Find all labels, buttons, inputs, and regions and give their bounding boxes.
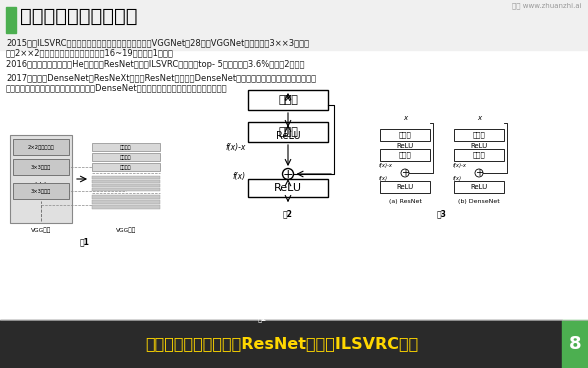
Text: f(x)-x: f(x)-x <box>226 143 246 152</box>
Bar <box>380 129 430 141</box>
Text: . . .: . . . <box>35 178 46 184</box>
Bar <box>13 139 69 155</box>
Text: 图1: 图1 <box>80 237 90 246</box>
Text: 专知 www.zhuanzhi.ai: 专知 www.zhuanzhi.ai <box>512 2 582 8</box>
Text: 权重层: 权重层 <box>473 132 485 138</box>
Text: ReLU: ReLU <box>396 184 413 190</box>
Bar <box>92 180 160 183</box>
Text: 图3: 图3 <box>437 209 447 218</box>
Text: 通用深度神经网络模型: 通用深度神经网络模型 <box>20 7 138 26</box>
Text: 全连接层: 全连接层 <box>121 155 132 159</box>
Bar <box>92 188 160 191</box>
Text: 全连接层: 全连接层 <box>121 145 132 149</box>
Text: +: + <box>283 167 293 180</box>
Bar <box>92 163 160 171</box>
Text: 3×3卷积层: 3×3卷积层 <box>31 164 51 170</box>
Bar <box>454 149 504 161</box>
Text: 权重层: 权重层 <box>399 132 412 138</box>
Bar <box>92 184 160 187</box>
Bar <box>92 195 160 199</box>
Text: VGG模块: VGG模块 <box>31 227 51 233</box>
Text: f(x): f(x) <box>379 176 388 181</box>
Bar <box>380 149 430 161</box>
Text: f(x): f(x) <box>453 176 462 181</box>
Circle shape <box>282 169 293 180</box>
Bar <box>92 153 160 161</box>
Text: ReLU: ReLU <box>470 184 487 190</box>
Text: 核和2××2的池化层，将深度网络加深到16~19层。如图1所示。: 核和2××2的池化层，将深度网络加深到16~19层。如图1所示。 <box>6 48 174 57</box>
Text: x: x <box>285 93 291 103</box>
Text: 权重层: 权重层 <box>399 152 412 158</box>
Bar <box>0 0 588 50</box>
Text: +: + <box>401 168 409 178</box>
Text: 2017年提出的DenseNet和ResNeXt都是受ResNet的启发。DenseNet的目标不仅仅是学习残差映射，而且: 2017年提出的DenseNet和ResNeXt都是受ResNet的启发。Den… <box>6 73 316 82</box>
Bar <box>0 0 588 320</box>
Text: VGG结构: VGG结构 <box>116 227 136 233</box>
Bar <box>10 135 72 223</box>
Text: 微软亚洲研究院提出的ResNet夺得了ILSVRC冠军: 微软亚洲研究院提出的ResNet夺得了ILSVRC冠军 <box>145 336 418 351</box>
Circle shape <box>475 169 483 177</box>
Bar <box>92 143 160 151</box>
Bar <box>380 181 430 193</box>
Bar <box>13 159 69 175</box>
Text: (b) DenseNet: (b) DenseNet <box>458 199 500 204</box>
Text: 权重层: 权重层 <box>278 127 298 137</box>
Bar <box>248 122 328 142</box>
Text: 2×2最大池化层: 2×2最大池化层 <box>28 145 54 149</box>
Text: f(x): f(x) <box>233 171 246 180</box>
Bar <box>92 205 160 209</box>
Text: x: x <box>403 115 407 121</box>
Text: 是学习类似泰勒展开的更高阶的项。因此DenseNet的跳接结构没有用加法，而是用了联结。: 是学习类似泰勒展开的更高阶的项。因此DenseNet的跳接结构没有用加法，而是用… <box>6 83 228 92</box>
Bar <box>6 7 16 33</box>
Text: 图2: 图2 <box>283 209 293 218</box>
Text: f(x)-x: f(x)-x <box>453 163 467 168</box>
Text: ReLU: ReLU <box>276 131 300 141</box>
Bar <box>92 200 160 204</box>
Bar <box>454 129 504 141</box>
Text: ReLU: ReLU <box>274 183 302 193</box>
Bar <box>92 176 160 179</box>
Text: ReLU: ReLU <box>396 143 413 149</box>
Text: 2015年的ILSVRC亚军是由牛津大学视觉几何团队提出的VGGNet［28］。VGGNet重复使用了3××3的卷积: 2015年的ILSVRC亚军是由牛津大学视觉几何团队提出的VGGNet［28］。… <box>6 38 309 47</box>
Text: 全连接层: 全连接层 <box>121 164 132 170</box>
Bar <box>13 183 69 199</box>
Text: 权重层: 权重层 <box>473 152 485 158</box>
Text: ReLU: ReLU <box>470 143 487 149</box>
Text: +: + <box>475 168 483 178</box>
Bar <box>248 179 328 197</box>
Bar <box>248 90 328 110</box>
Text: 2016年，微软亚洲研究院He等提出的ResNet夺得了ILSVRC冠军，将top- 5错误率降至3.6%。如图2所示。: 2016年，微软亚洲研究院He等提出的ResNet夺得了ILSVRC冠军，将to… <box>6 60 305 69</box>
Text: 权重层: 权重层 <box>278 95 298 105</box>
Text: (a) ResNet: (a) ResNet <box>389 199 422 204</box>
Circle shape <box>401 169 409 177</box>
Text: x: x <box>477 115 481 121</box>
Text: 3×3卷积层: 3×3卷积层 <box>31 188 51 194</box>
Text: 8: 8 <box>569 335 582 353</box>
Bar <box>454 181 504 193</box>
Text: f(x)-x: f(x)-x <box>379 163 393 168</box>
Bar <box>0 320 562 368</box>
Bar <box>562 320 588 368</box>
Text: 图1: 图1 <box>103 309 113 318</box>
Text: 图2: 图2 <box>258 315 267 322</box>
